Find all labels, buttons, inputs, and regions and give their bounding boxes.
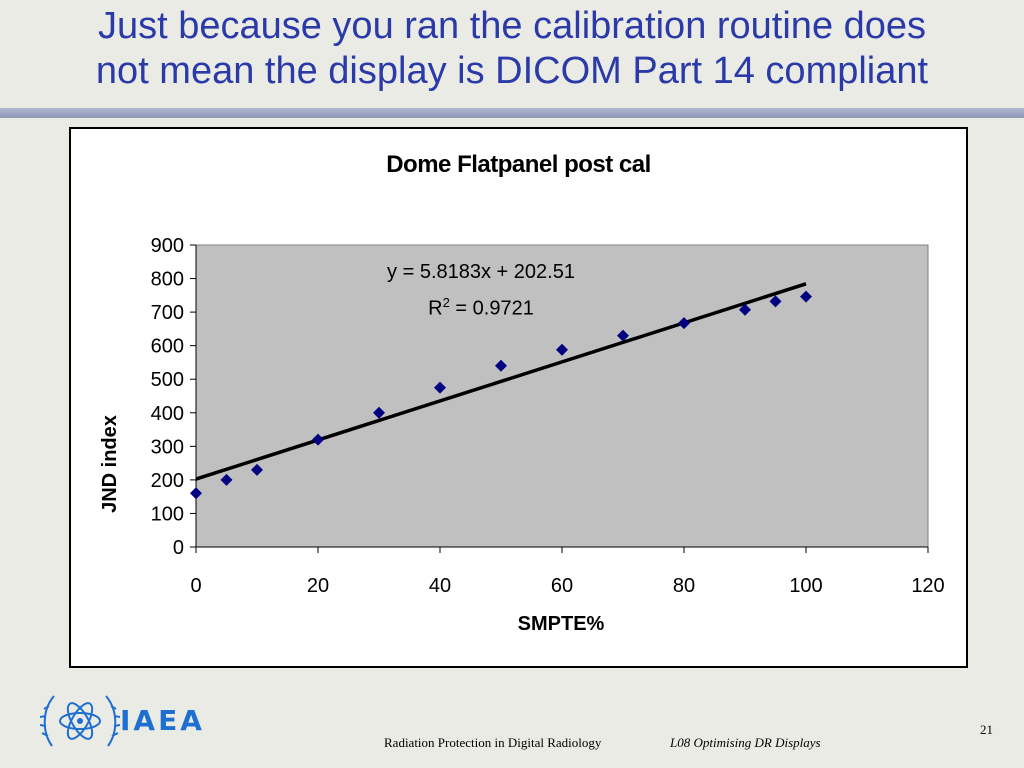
x-tick-label: 40 xyxy=(429,575,451,597)
r-squared-value: = 0.9721 xyxy=(449,297,534,320)
r-squared-superscript: 2 xyxy=(442,295,450,310)
x-tick-label: 60 xyxy=(551,575,573,597)
slide-title-line-2: not mean the display is DICOM Part 14 co… xyxy=(95,50,929,92)
trendline-equation: y = 5.8183x + 202.51 xyxy=(387,261,575,283)
x-tick-label: 80 xyxy=(673,575,695,597)
y-tick-label: 100 xyxy=(151,503,184,525)
x-tick-label: 120 xyxy=(911,575,944,597)
title-divider xyxy=(0,108,1024,118)
plot-area xyxy=(195,244,929,548)
page-number: 21 xyxy=(980,722,993,737)
x-tick-label: 0 xyxy=(190,575,201,597)
data-point xyxy=(556,343,568,356)
y-tick-label: 300 xyxy=(151,436,184,458)
y-tick-label: 800 xyxy=(151,269,184,291)
trendline-r-squared: R2 = 0.9721 xyxy=(361,295,601,321)
y-tick-label: 600 xyxy=(151,336,184,358)
data-point xyxy=(434,381,446,394)
data-point xyxy=(190,487,202,500)
iaea-emblem-icon xyxy=(40,695,120,747)
footer-lecture-title: L08 Optimising DR Displays xyxy=(670,735,821,750)
x-tick-label: 100 xyxy=(789,575,822,597)
data-point xyxy=(800,290,812,303)
y-tick-label: 900 xyxy=(151,235,184,257)
y-axis-label: JND index xyxy=(99,415,121,513)
data-point xyxy=(251,463,263,476)
x-axis-label: SMPTE% xyxy=(517,613,605,635)
footer-course-title: Radiation Protection in Digital Radiolog… xyxy=(384,735,602,750)
r-squared-prefix: R xyxy=(428,297,443,320)
slide-title-line-1: Just because you ran the calibration rou… xyxy=(97,5,927,47)
data-point xyxy=(312,433,324,446)
y-tick-label: 200 xyxy=(151,470,184,492)
chart-title: Dome Flatpanel post cal xyxy=(386,151,651,178)
y-tick-label: 400 xyxy=(151,403,184,425)
linear-trendline xyxy=(195,282,807,481)
y-tick-label: 500 xyxy=(151,369,184,391)
scatter-chart: 0 100 200 300 400 500 600 700 800 900 0 20 40 60 80 100… xyxy=(151,235,945,597)
y-tick-label: 700 xyxy=(151,302,184,324)
data-point xyxy=(617,329,629,342)
data-point xyxy=(220,473,233,486)
data-point xyxy=(495,359,507,372)
iaea-logo-text: IAEA xyxy=(120,704,205,737)
data-point xyxy=(678,317,690,330)
chart-frame: 0 100 200 300 400 500 600 700 800 900 0 20 40 60 80 100… xyxy=(69,127,968,668)
data-point xyxy=(373,406,385,419)
slide-title: Just because you ran the calibration rou… xyxy=(0,4,1024,94)
x-tick-label: 20 xyxy=(307,575,329,597)
y-tick-label: 0 xyxy=(173,537,184,559)
data-point xyxy=(739,303,751,316)
data-point xyxy=(769,295,782,308)
